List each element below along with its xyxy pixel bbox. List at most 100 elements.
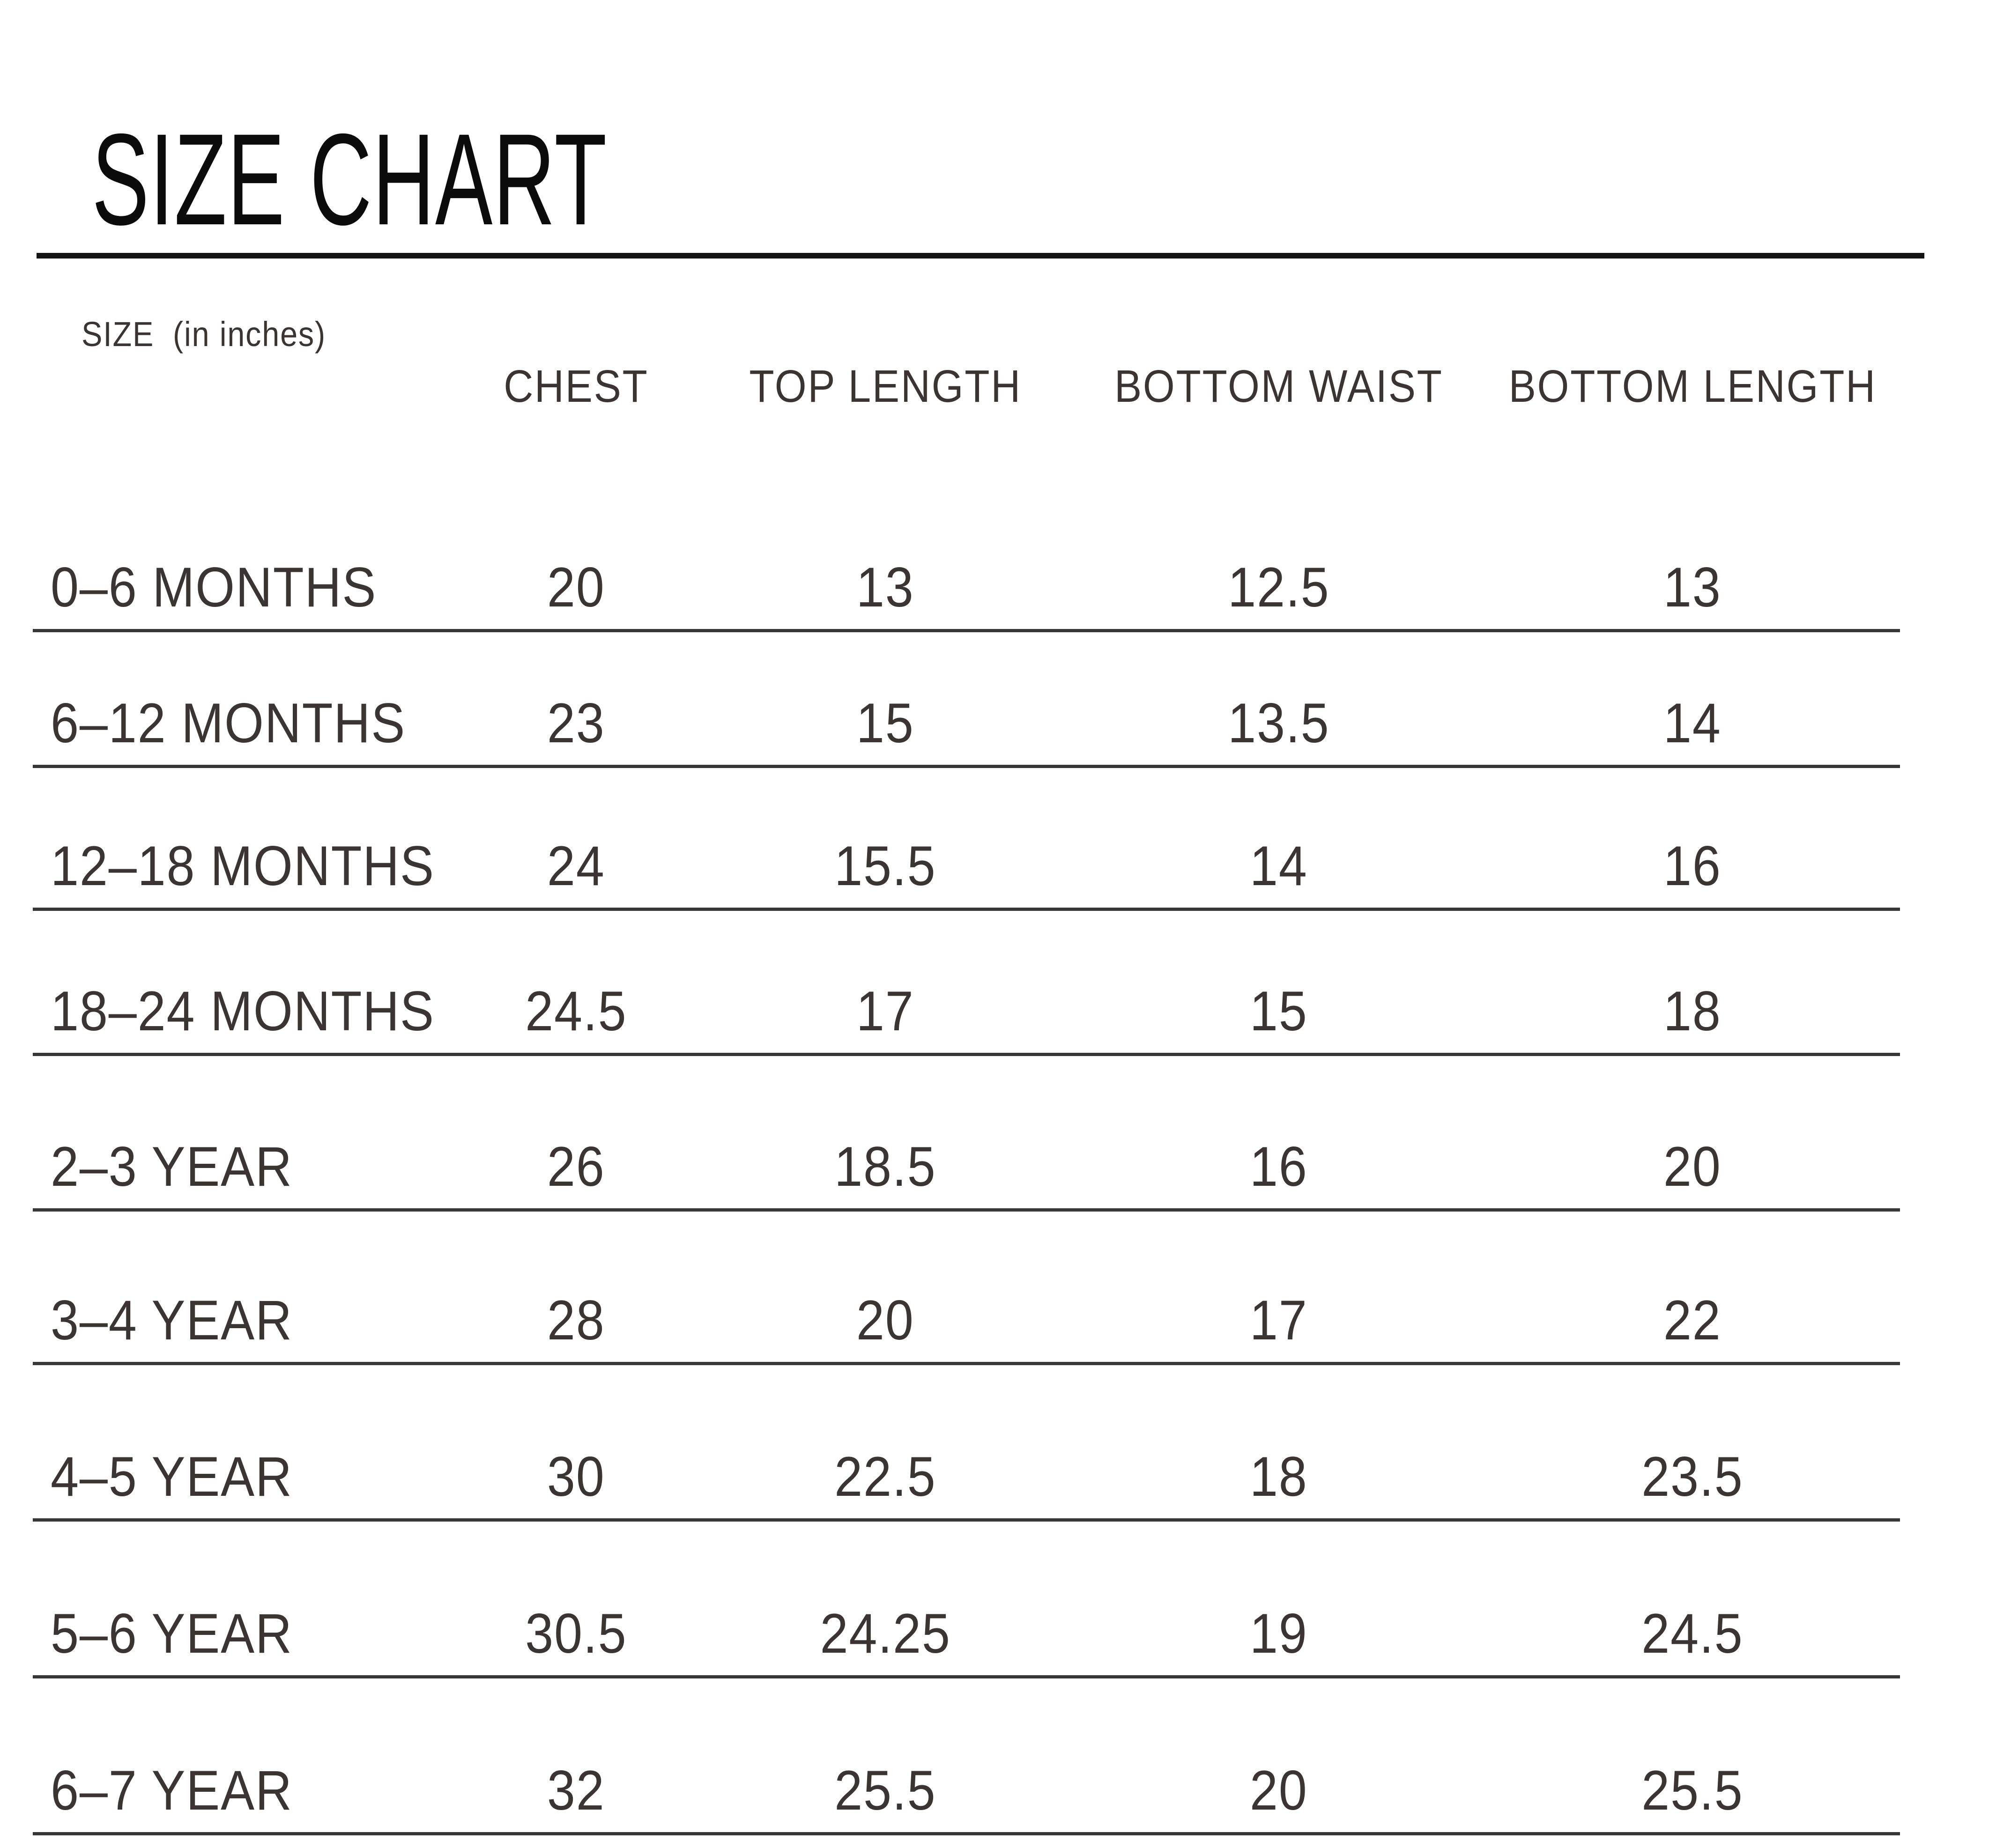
cell-size-label: 0–6 MONTHS	[33, 462, 454, 630]
bottom-length-value-text: 25.5	[1641, 1759, 1744, 1822]
cell-top-length-value: 24.25	[698, 1520, 1073, 1677]
bottom-waist-value-text: 20	[1250, 1759, 1308, 1822]
cell-size-label: 2–3 YEAR	[33, 1054, 454, 1210]
bottom-length-value-text: 18	[1663, 979, 1722, 1042]
size-table: SIZE (in inches) CHEST TOP LENGTH BOTTOM…	[33, 260, 1900, 1835]
top-length-value-text: 24.25	[820, 1602, 951, 1665]
cell-bottom-waist-value: 18	[1073, 1363, 1485, 1520]
top-length-value-text: 17	[856, 979, 914, 1042]
cell-top-length-value: 25.5	[698, 1677, 1073, 1833]
chest-value-text: 20	[547, 555, 605, 619]
cell-bottom-waist-value: 20	[1073, 1677, 1485, 1833]
table-row: 4–5 YEAR 30 22.5 18 23.5	[33, 1363, 1900, 1520]
column-header-size-line2: (in inches)	[173, 315, 327, 354]
cell-chest-value: 26	[454, 1054, 698, 1210]
cell-size-label: 6–12 MONTHS	[33, 630, 454, 766]
top-length-value-text: 22.5	[834, 1445, 936, 1508]
bottom-length-value-text: 20	[1663, 1135, 1722, 1198]
size-label-text: 4–5 YEAR	[51, 1445, 293, 1508]
size-table-body: 0–6 MONTHS 20 13 12.5 13 6–12 MONTHS 23 …	[33, 462, 1900, 1833]
cell-bottom-length-value: 22	[1485, 1210, 1900, 1363]
size-label-text: 6–12 MONTHS	[51, 691, 406, 754]
cell-chest-value: 30	[454, 1363, 698, 1520]
table-row: 6–7 YEAR 32 25.5 20 25.5	[33, 1677, 1900, 1833]
top-length-value-text: 18.5	[834, 1135, 936, 1198]
bottom-length-value-text: 23.5	[1641, 1445, 1744, 1508]
size-label-text: 2–3 YEAR	[51, 1135, 293, 1198]
cell-chest-value: 32	[454, 1677, 698, 1833]
size-table-header: SIZE (in inches) CHEST TOP LENGTH BOTTOM…	[33, 260, 1900, 462]
header-row: SIZE (in inches) CHEST TOP LENGTH BOTTOM…	[33, 260, 1900, 462]
cell-bottom-waist-value: 16	[1073, 1054, 1485, 1210]
table-row: 2–3 YEAR 26 18.5 16 20	[33, 1054, 1900, 1210]
size-label-text: 12–18 MONTHS	[51, 834, 435, 897]
table-row: 6–12 MONTHS 23 15 13.5 14	[33, 630, 1900, 766]
cell-size-label: 6–7 YEAR	[33, 1677, 454, 1833]
page-title-text: SIZE CHART	[92, 106, 608, 252]
cell-top-length-value: 18.5	[698, 1054, 1073, 1210]
cell-top-length-value: 15	[698, 630, 1073, 766]
cell-bottom-length-value: 18	[1485, 909, 1900, 1054]
top-length-value-text: 13	[856, 555, 914, 619]
chest-value-text: 32	[547, 1759, 605, 1822]
bottom-length-value-text: 22	[1663, 1288, 1722, 1352]
cell-size-label: 4–5 YEAR	[33, 1363, 454, 1520]
bottom-waist-value-text: 14	[1250, 834, 1308, 897]
chest-value-text: 24.5	[525, 979, 627, 1042]
cell-bottom-length-value: 25.5	[1485, 1677, 1900, 1833]
column-header-size: SIZE (in inches)	[33, 260, 454, 462]
chest-value-text: 30	[547, 1445, 605, 1508]
chest-value-text: 26	[547, 1135, 605, 1198]
cell-bottom-waist-value: 19	[1073, 1520, 1485, 1677]
chest-value-text: 23	[547, 691, 605, 754]
bottom-length-value-text: 14	[1663, 691, 1722, 754]
table-row: 0–6 MONTHS 20 13 12.5 13	[33, 462, 1900, 630]
table-row: 12–18 MONTHS 24 15.5 14 16	[33, 766, 1900, 909]
column-header-bottom-length: BOTTOM LENGTH	[1508, 361, 1877, 412]
top-length-value-text: 20	[856, 1288, 914, 1352]
bottom-waist-value-text: 19	[1250, 1602, 1308, 1665]
cell-top-length-value: 15.5	[698, 766, 1073, 909]
cell-bottom-waist-value: 12.5	[1073, 462, 1485, 630]
cell-size-label: 12–18 MONTHS	[33, 766, 454, 909]
cell-size-label: 3–4 YEAR	[33, 1210, 454, 1363]
column-header-top-length: TOP LENGTH	[749, 361, 1022, 412]
cell-bottom-length-value: 16	[1485, 766, 1900, 909]
size-label-text: 6–7 YEAR	[51, 1759, 293, 1822]
top-length-value-text: 15	[856, 691, 914, 754]
bottom-length-value-text: 13	[1663, 555, 1722, 619]
column-header-size-line1: SIZE	[82, 315, 155, 354]
cell-chest-value: 23	[454, 630, 698, 766]
cell-top-length-value: 13	[698, 462, 1073, 630]
bottom-waist-value-text: 12.5	[1228, 555, 1330, 619]
chest-value-text: 24	[547, 834, 605, 897]
cell-top-length-value: 22.5	[698, 1363, 1073, 1520]
bottom-length-value-text: 16	[1663, 834, 1722, 897]
cell-chest-value: 24.5	[454, 909, 698, 1054]
bottom-waist-value-text: 16	[1250, 1135, 1308, 1198]
cell-bottom-length-value: 23.5	[1485, 1363, 1900, 1520]
cell-bottom-length-value: 13	[1485, 462, 1900, 630]
top-length-value-text: 15.5	[834, 834, 936, 897]
bottom-waist-value-text: 18	[1250, 1445, 1308, 1508]
table-row: 5–6 YEAR 30.5 24.25 19 24.5	[33, 1520, 1900, 1677]
column-header-bottom-waist: BOTTOM WAIST	[1114, 361, 1443, 412]
bottom-waist-value-text: 15	[1250, 979, 1308, 1042]
size-label-text: 18–24 MONTHS	[51, 979, 435, 1042]
bottom-waist-value-text: 17	[1250, 1288, 1308, 1352]
cell-chest-value: 20	[454, 462, 698, 630]
cell-bottom-length-value: 14	[1485, 630, 1900, 766]
cell-bottom-length-value: 20	[1485, 1054, 1900, 1210]
size-label-text: 0–6 MONTHS	[51, 555, 377, 619]
cell-size-label: 5–6 YEAR	[33, 1520, 454, 1677]
cell-chest-value: 30.5	[454, 1520, 698, 1677]
column-header-chest: CHEST	[504, 361, 649, 412]
cell-bottom-length-value: 24.5	[1485, 1520, 1900, 1677]
cell-bottom-waist-value: 17	[1073, 1210, 1485, 1363]
cell-top-length-value: 17	[698, 909, 1073, 1054]
cell-bottom-waist-value: 14	[1073, 766, 1485, 909]
size-label-text: 3–4 YEAR	[51, 1288, 293, 1352]
bottom-length-value-text: 24.5	[1641, 1602, 1744, 1665]
title-divider-line	[37, 253, 1924, 259]
